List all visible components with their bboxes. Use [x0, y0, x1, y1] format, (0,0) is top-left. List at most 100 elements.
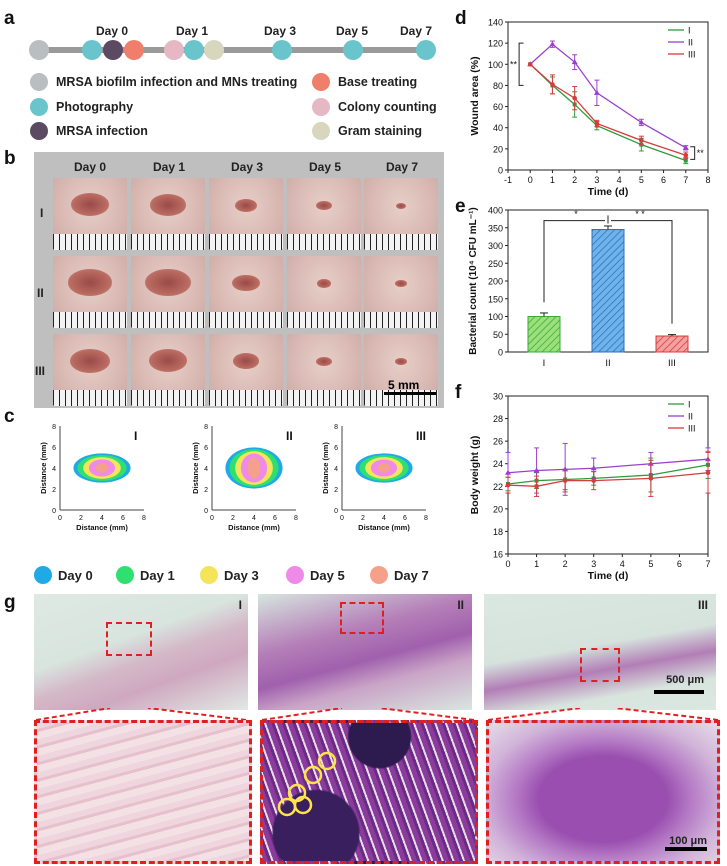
legend-label-II: II — [688, 38, 693, 48]
data-point-III — [505, 482, 511, 488]
y-tick-label: 300 — [488, 241, 503, 251]
timeline-day-3: Day 3 — [264, 24, 297, 38]
contour-xlabel: Distance (mm) — [76, 523, 128, 532]
y-tick-label: 50 — [493, 330, 503, 340]
y-tick-label: 40 — [493, 123, 503, 133]
x-tick-label: 3 — [591, 559, 596, 569]
y-axis-label: Wound area (%) — [469, 56, 481, 135]
plot-frame — [507, 21, 709, 171]
data-point-III — [534, 483, 539, 489]
histology-overview-II: II — [258, 594, 472, 710]
x-tick-label: 7 — [705, 559, 710, 569]
wound-area — [395, 358, 407, 366]
x-tick-label: 1 — [550, 175, 555, 185]
significance-bracket — [690, 146, 696, 160]
histology-group-label: I — [238, 598, 242, 612]
photo-col-day-7: Day 7 — [385, 160, 419, 174]
contour-tick-y: 6 — [52, 445, 56, 452]
wound-area — [316, 200, 332, 211]
ruler — [287, 390, 361, 406]
wound-area — [145, 268, 191, 297]
panel-label-f: f — [455, 382, 462, 403]
wound-photo — [364, 256, 438, 328]
wound-area — [70, 348, 110, 373]
wound-area — [71, 193, 109, 217]
data-point-II — [533, 467, 540, 473]
legend-label: MRSA biofilm infection and MNs treating — [56, 75, 298, 89]
legend-base: Base treating — [312, 73, 417, 91]
data-point-II — [549, 41, 556, 47]
series-line-II — [507, 458, 709, 474]
wound-photo — [209, 256, 283, 328]
photo-scale-label: 5 mm — [388, 378, 420, 392]
panel-label-c: c — [4, 406, 15, 427]
legend-label: MRSA infection — [56, 124, 148, 138]
timeline-day-0: Day 0 — [96, 24, 129, 38]
timeline-day-7: Day 7 — [400, 24, 433, 38]
contour-legend-day0: Day 0 — [34, 566, 93, 584]
photo-col-day-3: Day 3 — [230, 160, 264, 174]
zoom-box — [340, 602, 384, 634]
x-tick-label: 7 — [683, 175, 688, 185]
histology-overview-III: III 500 μm — [484, 594, 716, 710]
contour-tick-y: 2 — [334, 487, 338, 494]
data-point-II — [505, 469, 511, 475]
contour-ylabel: Distance (mm) — [321, 442, 330, 494]
legend-label: Day 3 — [224, 567, 259, 583]
body-weight-chart: 16 18 20 22 24 26 28 30 0 1 2 3 4 5 6 7 Time (d) Body wei… — [469, 392, 711, 582]
contour-tick-x: 8 — [142, 515, 146, 522]
bar-I — [527, 316, 561, 353]
y-tick-label: 26 — [493, 437, 503, 447]
contour-tick-x: 6 — [403, 515, 407, 522]
wound-photo — [287, 334, 361, 406]
data-point-III — [550, 82, 555, 87]
x-tick-label: I — [543, 358, 546, 369]
data-point-III — [562, 478, 568, 483]
legend-label-III: III — [688, 424, 696, 434]
legend-dot — [30, 122, 48, 140]
panel-label-e: e — [455, 196, 466, 217]
contour-ylabel: Distance (mm) — [39, 442, 48, 494]
contour-tick-y: 4 — [334, 466, 338, 473]
legend-dot — [370, 566, 388, 584]
data-point-II — [571, 59, 578, 65]
scale-bar — [665, 847, 707, 851]
wound-photo — [131, 178, 205, 250]
wound-photo — [287, 178, 361, 250]
wound-photo — [131, 256, 205, 328]
zoom-box — [580, 648, 620, 682]
legend-label: Day 5 — [310, 567, 345, 583]
legend-dot — [116, 566, 134, 584]
contour-tick-x: 6 — [273, 515, 277, 522]
y-tick-label: 18 — [493, 527, 503, 537]
panel-label-d: d — [455, 8, 467, 29]
y-tick-label: 100 — [488, 60, 503, 70]
legend-dot — [30, 98, 48, 116]
contour-tick-x: 2 — [79, 515, 83, 522]
wound-photo — [364, 178, 438, 250]
histology-zoom-III: 100 μm — [486, 720, 720, 864]
contour-xlabel: Distance (mm) — [358, 523, 410, 532]
x-tick-label: 5 — [648, 559, 653, 569]
significance-bracket — [543, 220, 605, 303]
data-point-III — [705, 470, 711, 476]
contour-tick-x: 2 — [361, 515, 365, 522]
wound-photo — [209, 178, 283, 250]
ruler — [209, 390, 283, 406]
x-tick-label: 2 — [572, 175, 577, 185]
significance-label: ** — [697, 148, 705, 158]
panel-label-b: b — [4, 148, 16, 169]
contour-tick-x: 6 — [121, 515, 125, 522]
legend-dot — [200, 566, 218, 584]
contour-tick-x: 8 — [424, 515, 428, 522]
legend-label-II: II — [688, 412, 693, 422]
contour-group-label: I — [134, 429, 137, 443]
ruler — [131, 312, 205, 328]
legend-label: Colony counting — [338, 100, 437, 114]
legend-dot — [286, 566, 304, 584]
series-line-III — [529, 63, 686, 156]
wound-photo — [364, 334, 438, 406]
contour-tick-x: 4 — [252, 515, 256, 522]
